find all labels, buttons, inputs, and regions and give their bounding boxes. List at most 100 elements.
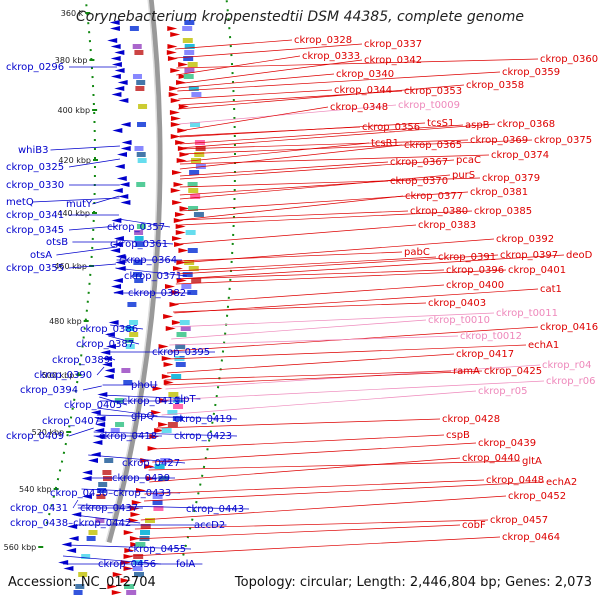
gene-label-minus: ckrop_0455 xyxy=(128,544,186,555)
leader-line xyxy=(169,335,459,346)
gene-label-minus: ckrop_0431 xyxy=(10,503,68,514)
rna-label: ckrop_r06 xyxy=(546,376,595,387)
minus-strand-gene xyxy=(116,176,127,181)
leader-line xyxy=(144,479,485,495)
rna-label: ckrop_r04 xyxy=(542,360,591,371)
tick-mark xyxy=(83,320,89,322)
leader-line xyxy=(148,460,521,471)
plus-strand-gene xyxy=(163,314,174,319)
leader-line xyxy=(174,284,445,305)
plus-strand-gene xyxy=(178,248,189,253)
plus-strand-gene xyxy=(172,236,183,241)
leader-line xyxy=(97,407,158,417)
leader-line xyxy=(175,43,363,59)
feature-box xyxy=(172,416,183,421)
leader-line xyxy=(144,481,545,502)
tick-mark xyxy=(53,488,59,490)
plus-strand-gene xyxy=(111,590,122,595)
backbone-line xyxy=(106,0,163,544)
minus-strand-gene xyxy=(121,140,132,145)
gene-label-minus: ckrop_0405 xyxy=(64,400,122,411)
minus-strand-gene xyxy=(112,188,123,193)
plus-strand-gene xyxy=(171,320,182,325)
gene-label-plus: ckrop_0428 xyxy=(442,414,500,425)
minus-strand-gene xyxy=(94,428,105,433)
feature-box xyxy=(78,572,88,577)
feature-box xyxy=(152,500,163,505)
plus-strand-gene xyxy=(164,284,175,289)
feature-box xyxy=(138,104,148,109)
minus-strand-gene xyxy=(110,44,121,49)
feature-box xyxy=(73,590,83,595)
leader-line xyxy=(115,267,188,277)
feature-box xyxy=(182,272,193,277)
gene-label-plus: ckrop_0370 xyxy=(390,176,448,187)
plus-strand-gene xyxy=(163,380,174,385)
leader-line xyxy=(164,370,483,386)
feature-box xyxy=(184,44,195,49)
minus-strand-gene xyxy=(87,458,98,463)
leader-line xyxy=(149,457,461,483)
minus-strand-gene xyxy=(120,146,131,151)
gene-label-minus: otsB xyxy=(46,237,68,248)
gene-label-plus: pcaC xyxy=(456,155,481,166)
feature-box xyxy=(194,152,205,157)
feature-box xyxy=(154,464,165,469)
plus-strand-gene xyxy=(151,410,162,415)
plus-strand-gene xyxy=(123,554,134,559)
leader-line xyxy=(50,145,120,151)
feature-box xyxy=(191,92,202,97)
feature-box xyxy=(184,20,195,25)
feature-box xyxy=(129,26,139,31)
plus-strand-gene xyxy=(176,80,187,85)
feature-box xyxy=(132,44,142,49)
feature-box xyxy=(126,590,137,595)
feature-box xyxy=(86,536,96,541)
gene-label-plus: ckrop_0448 xyxy=(486,475,544,486)
minus-strand-gene xyxy=(109,20,120,25)
gene-label-plus: ckrop_0369 xyxy=(470,135,528,146)
gene-label-plus: ckrop_0342 xyxy=(364,55,422,66)
minus-strand-gene xyxy=(81,476,92,481)
feature-box xyxy=(187,182,198,187)
feature-box xyxy=(158,476,169,481)
gene-label-plus: cspB xyxy=(446,430,470,441)
tick-label: 520 kbp xyxy=(32,428,65,437)
minus-strand-gene xyxy=(111,284,122,289)
gene-label-plus: ckrop_0452 xyxy=(508,491,566,502)
leader-line xyxy=(171,319,427,340)
feature-box xyxy=(137,158,147,163)
minus-strand-gene xyxy=(66,548,77,553)
gene-label-plus: ckrop_0416 xyxy=(540,322,598,333)
feature-box xyxy=(144,518,155,523)
leader-line xyxy=(82,385,102,391)
gene-label-minus: ckrop_0443 xyxy=(186,504,244,515)
plus-strand-gene xyxy=(170,188,181,193)
feature-box xyxy=(191,278,202,283)
leader-line xyxy=(68,263,117,269)
tick-label: 500 kbp xyxy=(42,371,75,380)
plus-strand-gene xyxy=(169,302,180,307)
gene-label-minus: ckrop_0371 xyxy=(124,271,182,282)
gene-label-minus: ckrop_0407 xyxy=(42,416,100,427)
leader-line xyxy=(179,154,490,165)
leader-line xyxy=(179,191,469,212)
leader-line xyxy=(175,269,507,285)
gene-label-minus: phoU xyxy=(131,380,157,391)
feature-box xyxy=(98,482,108,487)
gene-label-plus: ckrop_0353 xyxy=(404,86,462,97)
leader-line xyxy=(179,210,473,226)
leader-line xyxy=(140,495,507,521)
leader-line xyxy=(179,139,469,150)
feature-box xyxy=(187,248,198,253)
gene-label-minus: ckrop_0345 xyxy=(6,225,64,236)
gene-label-minus: ckrop_0330 xyxy=(6,180,64,191)
leader-line xyxy=(175,269,445,280)
plus-strand-gene xyxy=(154,428,165,433)
feature-box xyxy=(134,50,144,55)
plus-strand-gene xyxy=(158,422,169,427)
tick-mark xyxy=(91,212,97,214)
minus-strand-gene xyxy=(113,236,124,241)
plus-strand-gene xyxy=(161,374,172,379)
minus-strand-gene xyxy=(110,248,121,253)
